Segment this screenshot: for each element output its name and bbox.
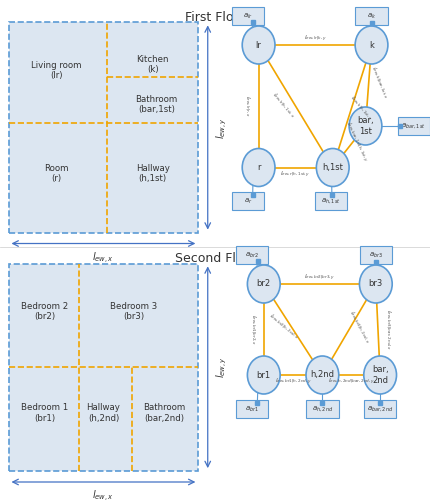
Circle shape — [305, 356, 338, 394]
Text: $a_k$: $a_k$ — [366, 12, 375, 20]
FancyBboxPatch shape — [359, 246, 391, 264]
Text: Kitchen
(k): Kitchen (k) — [136, 55, 169, 74]
Text: $l_{ew,br1|br2,x}$: $l_{ew,br1|br2,x}$ — [249, 314, 257, 345]
Text: $a_{lr}$: $a_{lr}$ — [243, 12, 252, 20]
Circle shape — [348, 107, 381, 145]
Text: Room
(r): Room (r) — [44, 164, 68, 184]
Text: $l_{ew,y}$: $l_{ew,y}$ — [214, 356, 228, 378]
Text: $l_{ew,lr|h,1st,x}$: $l_{ew,lr|h,1st,x}$ — [270, 90, 296, 120]
Text: Second Floor: Second Floor — [175, 252, 255, 266]
Text: $l_{ew,br1|h,2nd,y}$: $l_{ew,br1|h,2nd,y}$ — [274, 377, 311, 386]
FancyBboxPatch shape — [354, 7, 387, 25]
Text: $a_{bar,1st}$: $a_{bar,1st}$ — [400, 122, 425, 130]
Text: $l_{ew,x}$: $l_{ew,x}$ — [92, 489, 114, 500]
FancyBboxPatch shape — [9, 264, 198, 471]
Text: $a_{br3}$: $a_{br3}$ — [368, 250, 382, 260]
Text: h,2nd: h,2nd — [310, 370, 334, 380]
Text: k: k — [368, 40, 373, 50]
FancyBboxPatch shape — [397, 117, 429, 135]
Text: $l_{ew,h,2nd|bar,2nd,y}$: $l_{ew,h,2nd|bar,2nd,y}$ — [327, 377, 374, 386]
Text: bar,
2nd: bar, 2nd — [371, 366, 387, 384]
Text: $a_r$: $a_r$ — [243, 196, 252, 205]
Text: $l_{ew,br3|bar,2nd,x}$: $l_{ew,br3|bar,2nd,x}$ — [383, 309, 392, 350]
Text: Bathroom
(bar,2nd): Bathroom (bar,2nd) — [143, 403, 185, 422]
Text: First Floor: First Floor — [184, 11, 246, 24]
Text: $a_{br2}$: $a_{br2}$ — [245, 250, 258, 260]
Text: Bedroom 1
(br1): Bedroom 1 (br1) — [21, 403, 68, 422]
Circle shape — [247, 356, 280, 394]
Text: $a_{br1}$: $a_{br1}$ — [245, 404, 258, 413]
Circle shape — [359, 265, 391, 303]
FancyBboxPatch shape — [231, 192, 263, 210]
Text: $l_{ew,k|h,1st,x}$: $l_{ew,k|h,1st,x}$ — [347, 94, 373, 123]
Text: $a_{bar,2nd}$: $a_{bar,2nd}$ — [366, 404, 392, 413]
Text: $l_{ew,lr|r,x}$: $l_{ew,lr|r,x}$ — [243, 95, 251, 118]
Text: $a_{h,2nd}$: $a_{h,2nd}$ — [311, 404, 332, 413]
Text: br1: br1 — [256, 370, 270, 380]
Text: Living room
(lr): Living room (lr) — [31, 61, 81, 80]
Text: br2: br2 — [256, 280, 270, 288]
Text: Bathroom
(bar,1st): Bathroom (bar,1st) — [135, 94, 177, 114]
Text: h,1st: h,1st — [322, 163, 342, 172]
FancyBboxPatch shape — [305, 400, 338, 418]
Text: $l_{ew,y}$: $l_{ew,y}$ — [214, 116, 228, 138]
Text: Bedroom 3
(br3): Bedroom 3 (br3) — [110, 302, 157, 321]
FancyBboxPatch shape — [314, 192, 347, 210]
Text: $l_{ew,x}$: $l_{ew,x}$ — [92, 250, 114, 266]
Text: $a_{h,1st}$: $a_{h,1st}$ — [320, 196, 340, 205]
FancyBboxPatch shape — [231, 7, 263, 25]
Text: $l_{ew,lr|k,y}$: $l_{ew,lr|k,y}$ — [303, 34, 326, 43]
FancyBboxPatch shape — [236, 246, 267, 264]
Circle shape — [242, 26, 274, 64]
Circle shape — [354, 26, 387, 64]
Text: Bedroom 2
(br2): Bedroom 2 (br2) — [21, 302, 68, 321]
Text: $l_{ew,k|bar,1st,x}$: $l_{ew,k|bar,1st,x}$ — [369, 64, 389, 100]
Text: $l_{ew,br2|br3,y}$: $l_{ew,br2|br3,y}$ — [304, 273, 335, 282]
Text: Hallway
(h,1st): Hallway (h,1st) — [135, 164, 169, 184]
Text: $l_{ew,r|h,1st,y}$: $l_{ew,r|h,1st,y}$ — [280, 169, 310, 179]
Text: Hallway
(h,2nd): Hallway (h,2nd) — [86, 403, 120, 422]
Circle shape — [247, 265, 280, 303]
Text: br3: br3 — [368, 280, 382, 288]
Text: $l_{ew,bar,1st|h,1st,y}$: $l_{ew,bar,1st|h,1st,y}$ — [342, 120, 370, 164]
Text: r: r — [256, 163, 260, 172]
FancyBboxPatch shape — [363, 400, 396, 418]
Circle shape — [316, 148, 348, 186]
Text: $l_{ew,br3|h,2nd,x}$: $l_{ew,br3|h,2nd,x}$ — [346, 309, 371, 346]
Circle shape — [242, 148, 274, 186]
Text: lr: lr — [255, 40, 261, 50]
Text: $l_{ew,br2|h,2nd,x}$: $l_{ew,br2|h,2nd,x}$ — [266, 312, 300, 342]
Circle shape — [363, 356, 396, 394]
Text: bar,
1st: bar, 1st — [356, 116, 373, 136]
FancyBboxPatch shape — [9, 22, 198, 233]
FancyBboxPatch shape — [236, 400, 267, 418]
